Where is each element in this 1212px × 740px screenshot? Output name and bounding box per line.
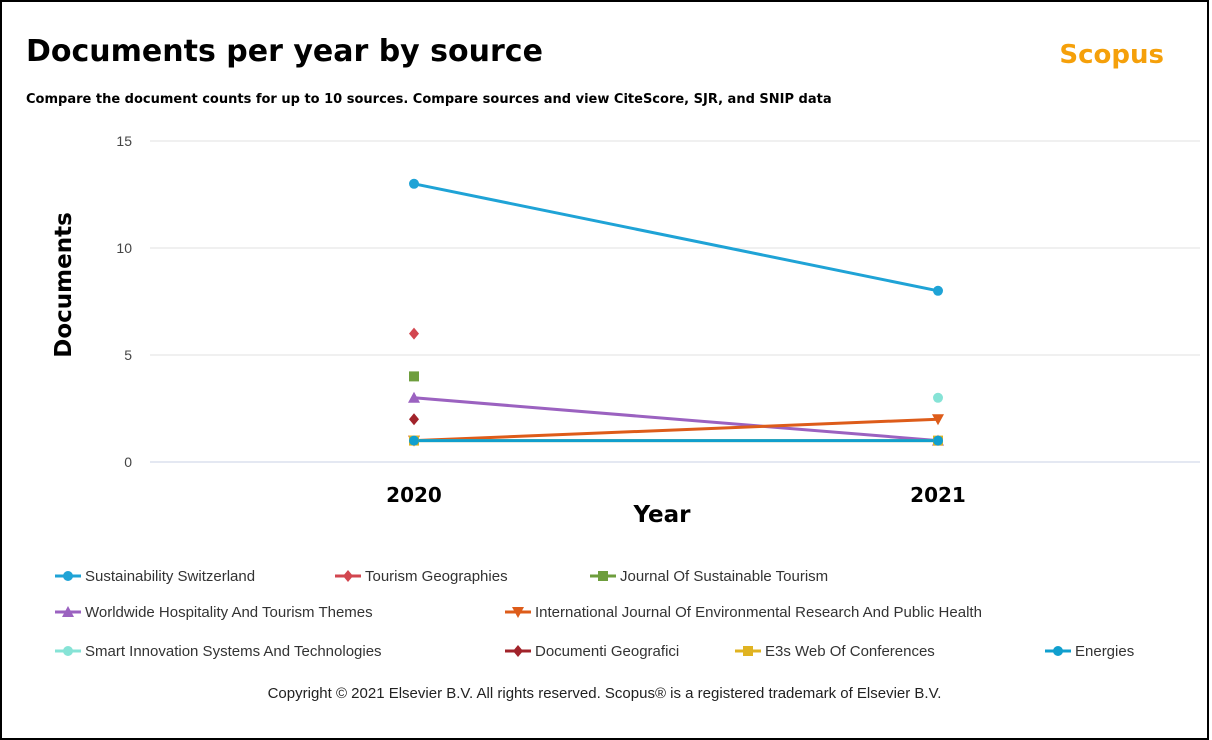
legend-swatch-marker — [598, 571, 608, 581]
copyright-notice: Copyright © 2021 Elsevier B.V. All right… — [267, 685, 942, 702]
data-point-marker — [409, 413, 419, 426]
legend-swatch-marker — [1053, 646, 1063, 656]
series-lines — [413, 182, 939, 443]
legend-swatch-marker — [513, 645, 523, 657]
y-axis-title: Documents — [51, 212, 77, 358]
legend-label: Worldwide Hospitality And Tourism Themes — [85, 604, 373, 621]
data-point-marker — [933, 435, 943, 446]
series-line-4 — [413, 417, 939, 443]
legend-label: Sustainability Switzerland — [85, 568, 255, 585]
chart-subtitle: Compare the document counts for up to 10… — [26, 92, 832, 107]
series-line-3 — [413, 396, 939, 443]
legend-item: Sustainability Switzerland — [55, 568, 255, 585]
legend-swatch-marker — [62, 606, 74, 617]
legend-swatch-marker — [512, 607, 524, 618]
gridlines — [150, 140, 1200, 463]
y-tick-label: 5 — [124, 347, 132, 363]
legend-label: Documenti Geografici — [535, 643, 679, 660]
legend-item: E3s Web Of Conferences — [735, 643, 935, 660]
legend-item: Journal Of Sustainable Tourism — [590, 568, 828, 585]
documents-line-chart: 0 5 10 15 2020 2021 Year Documents Sustainab… — [51, 133, 1200, 660]
data-point-marker — [408, 391, 420, 403]
data-point-marker — [409, 435, 419, 446]
data-point-marker — [409, 371, 419, 382]
legend-label: E3s Web Of Conferences — [765, 643, 935, 660]
y-tick-label: 0 — [124, 454, 132, 470]
legend-item: International Journal Of Environmental R… — [505, 604, 982, 621]
legend-swatch-marker — [63, 571, 73, 581]
legend: Sustainability Switzerland Tourism Geogra… — [55, 568, 1134, 660]
legend-label: Energies — [1075, 643, 1134, 660]
legend-item: Tourism Geographies — [335, 568, 508, 585]
legend-swatch-marker — [343, 570, 353, 582]
legend-label: Tourism Geographies — [365, 568, 508, 585]
y-axis-ticks: 0 5 10 15 — [116, 133, 132, 470]
data-point-marker — [409, 327, 419, 340]
series-line-0 — [413, 182, 939, 293]
legend-item: Smart Innovation Systems And Technologie… — [55, 643, 382, 660]
legend-swatch-marker — [63, 646, 73, 656]
x-tick-label: 2020 — [386, 483, 442, 507]
legend-item: Documenti Geografici — [505, 643, 679, 660]
legend-label: Journal Of Sustainable Tourism — [620, 568, 828, 585]
y-tick-label: 10 — [116, 240, 132, 256]
x-tick-label: 2021 — [910, 483, 966, 507]
data-point-marker — [932, 414, 944, 426]
data-point-marker — [933, 392, 943, 403]
legend-swatch-marker — [743, 646, 753, 656]
data-point-marker — [409, 178, 419, 189]
y-tick-label: 15 — [116, 133, 132, 149]
legend-label: Smart Innovation Systems And Technologie… — [85, 643, 382, 660]
chart-title: Documents per year by source — [26, 34, 543, 69]
data-point-marker — [933, 285, 943, 296]
legend-label: International Journal Of Environmental R… — [535, 604, 982, 621]
legend-item: Energies — [1045, 643, 1134, 660]
x-axis-ticks: 2020 2021 — [386, 483, 966, 507]
legend-item: Worldwide Hospitality And Tourism Themes — [55, 604, 373, 621]
x-axis-title: Year — [632, 502, 691, 528]
scopus-logo-text: Scopus — [1059, 40, 1164, 70]
series-markers — [408, 178, 944, 447]
